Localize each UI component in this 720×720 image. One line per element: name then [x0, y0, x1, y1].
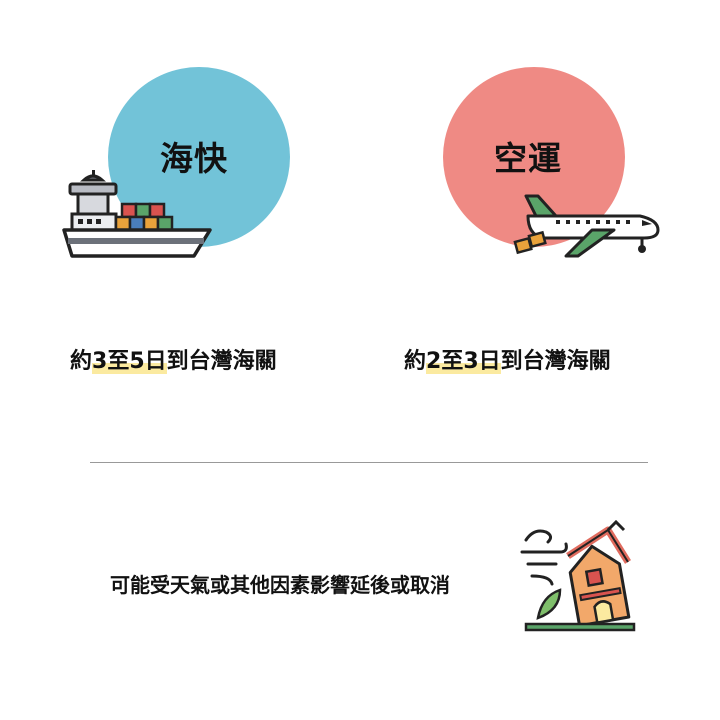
air-eta: 約2至3日到台灣海關 [404, 343, 611, 375]
air-eta-prefix: 約 [404, 349, 427, 374]
sea-label: 海快 [160, 139, 228, 178]
weather-notice: 可能受天氣或其他因素影響延後或取消 [110, 573, 450, 597]
divider [90, 462, 648, 463]
sea-eta-suffix: 到台灣海關 [166, 349, 277, 374]
air-eta-highlight: 2至3日 [426, 349, 501, 374]
storm-house-icon [520, 519, 636, 632]
sea-eta-prefix: 約 [70, 349, 93, 374]
air-label: 空運 [494, 139, 562, 178]
cargo-ship-icon [62, 170, 212, 258]
airplane-icon [513, 194, 660, 258]
air-eta-suffix: 到台灣海關 [500, 349, 611, 374]
sea-eta: 約3至5日到台灣海關 [70, 343, 277, 375]
sea-eta-highlight: 3至5日 [92, 349, 167, 374]
